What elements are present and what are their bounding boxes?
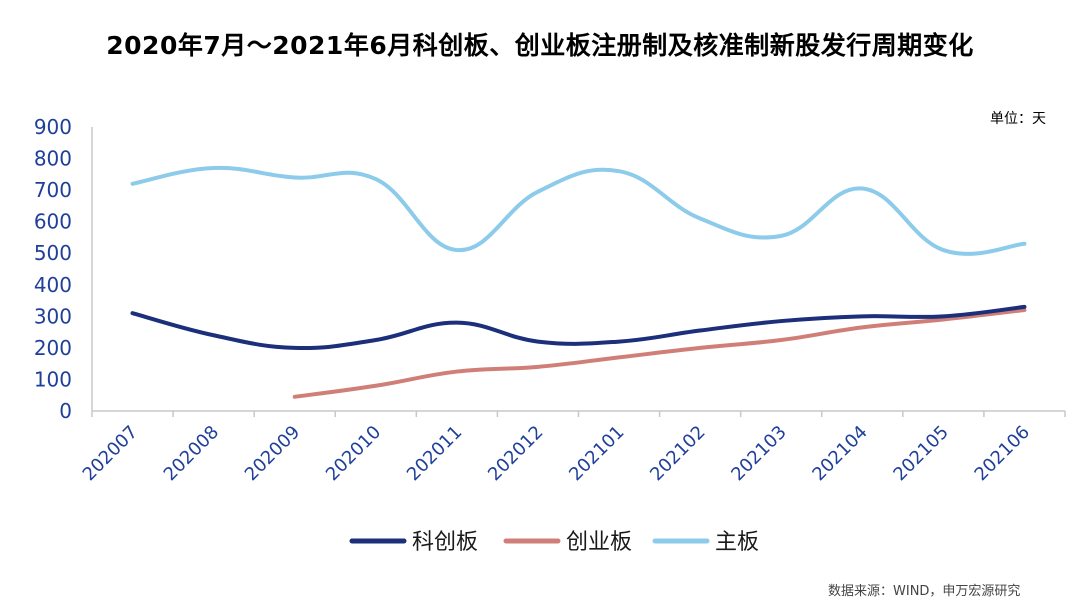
x-tick-label: 202104: [808, 422, 871, 485]
y-tick-labels: 0 100 200 300 400 500 600 700 800 900: [34, 115, 72, 423]
y-tick-label: 0: [59, 399, 72, 423]
series-line-2: [130, 165, 1027, 256]
legend-label: 主板: [715, 530, 759, 555]
series-line-1: [292, 308, 1027, 399]
x-tick-label: 202012: [484, 422, 547, 485]
y-tick-label: 200: [34, 336, 72, 360]
y-tick-label: 700: [34, 178, 72, 202]
y-tick-label: 600: [34, 210, 72, 234]
y-tick-label: 100: [34, 367, 72, 391]
series-line-0: [130, 304, 1027, 351]
x-tick-label: 202007: [79, 422, 142, 485]
y-tick-label: 900: [34, 115, 72, 139]
x-tick-label: 202008: [160, 422, 223, 485]
x-tick-label: 202011: [403, 422, 466, 485]
x-tick-label: 202010: [322, 422, 385, 485]
x-tick-label: 202009: [241, 422, 304, 485]
y-tick-label: 400: [34, 273, 72, 297]
y-tick-label: 300: [34, 304, 72, 328]
source-note: 数据来源：WIND，申万宏源研究: [828, 584, 1021, 599]
y-tick-label: 500: [34, 241, 72, 265]
x-tick-labels: 202007 202008 202009 202010 202011 202012 2021…: [79, 422, 1034, 485]
legend-label: 创业板: [566, 530, 632, 555]
legend-label: 科创板: [412, 530, 478, 555]
x-tick-label: 202106: [971, 422, 1034, 485]
x-tick-label: 202105: [889, 422, 952, 485]
x-tick-label: 202101: [565, 422, 628, 485]
series-lines: [130, 165, 1027, 399]
y-tick-label: 800: [34, 147, 72, 171]
legend: 科创板 创业板 主板: [349, 530, 759, 555]
unit-label: 单位：天: [990, 111, 1046, 127]
x-tick-label: 202103: [727, 422, 790, 485]
x-tick-label: 202102: [646, 422, 709, 485]
x-tick-marks: [91, 411, 1066, 417]
chart-title: 2020年7月～2021年6月科创板、创业板注册制及核准制新股发行周期变化: [106, 31, 974, 60]
